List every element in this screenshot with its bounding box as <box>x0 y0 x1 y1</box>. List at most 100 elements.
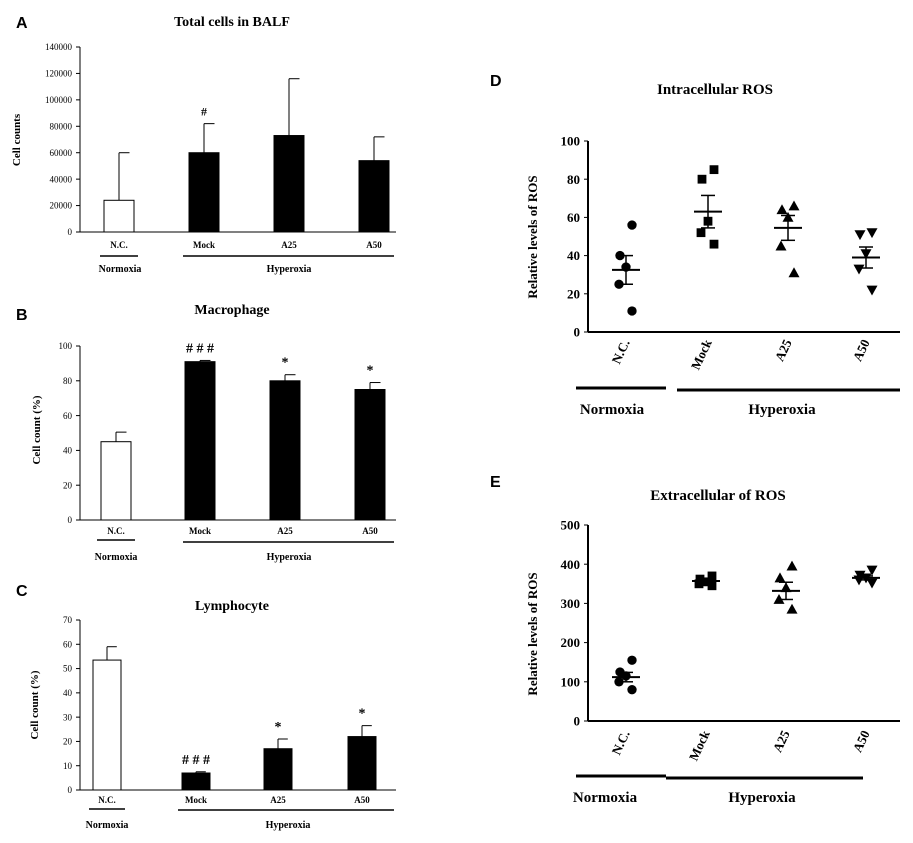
x-tick-label: N.C. <box>98 795 116 805</box>
x-tick-label: A25 <box>770 727 793 754</box>
data-point <box>709 165 719 175</box>
significance-marker: * <box>282 356 289 371</box>
x-tick-label: Mock <box>688 336 715 372</box>
y-tick-label: 60 <box>567 210 580 225</box>
x-tick-label: A50 <box>366 240 382 250</box>
y-tick-label: 20 <box>63 480 73 490</box>
data-point <box>696 228 706 238</box>
group-label: Hyperoxia <box>266 820 311 831</box>
x-tick-label: A50 <box>850 337 873 364</box>
panel-c: C Lymphocyte Cell count (%) 0 10 20 30 40 50 60 70… <box>16 583 396 831</box>
significance-marker: # # # <box>182 753 210 768</box>
data-point <box>707 571 717 581</box>
panel-a: A Total cells in BALF Cell counts 0 20000 400… <box>11 15 396 275</box>
x-tick-label: A25 <box>281 240 297 250</box>
panel-letter: E <box>490 474 501 491</box>
data-point <box>866 285 878 296</box>
group-label: Normoxia <box>99 264 142 275</box>
bar-a50 <box>347 736 377 791</box>
x-tick-label: A50 <box>850 728 873 755</box>
group-label: Normoxia <box>573 790 638 806</box>
group-label: Normoxia <box>86 820 129 831</box>
data-point <box>853 264 865 275</box>
y-tick-label: 40 <box>63 446 73 456</box>
group-label: Normoxia <box>95 552 138 563</box>
x-tick-label: N.C. <box>110 240 128 250</box>
y-tick-label: 30 <box>63 712 73 722</box>
bar-mock <box>188 152 220 233</box>
group-label: Hyperoxia <box>267 264 312 275</box>
data-point <box>707 581 717 591</box>
data-point <box>786 560 798 571</box>
y-axis-label: Relative levels of ROS <box>525 175 540 298</box>
chart-title: Extracellular of ROS <box>650 488 786 504</box>
x-tick-label: Mock <box>193 240 215 250</box>
bar-a50 <box>354 389 386 521</box>
y-tick-label: 20 <box>567 286 580 301</box>
x-tick-label: Mock <box>185 795 207 805</box>
data-point <box>788 267 800 278</box>
data-point <box>866 578 878 589</box>
data-point <box>775 240 787 251</box>
panel-letter: C <box>16 583 28 600</box>
x-tick-label: A25 <box>277 526 293 536</box>
group-label: Hyperoxia <box>748 402 816 418</box>
chart-title: Macrophage <box>194 303 269 318</box>
y-tick-label: 500 <box>561 518 581 533</box>
panel-letter: D <box>490 73 502 90</box>
bar-mock <box>184 361 216 521</box>
y-tick-label: 60 <box>63 639 73 649</box>
significance-marker: * <box>367 364 374 379</box>
y-tick-label: 20 <box>63 737 73 747</box>
data-point <box>627 306 637 316</box>
x-tick-label: Mock <box>189 526 211 536</box>
data-point <box>697 174 707 184</box>
y-tick-label: 40000 <box>50 174 73 184</box>
significance-marker: # # # <box>186 341 214 356</box>
panel-d: D Intracellular ROS Relative levels of ROS… <box>490 73 900 418</box>
y-tick-label: 300 <box>561 596 581 611</box>
panel-e: E Extracellular of ROS Relative levels of … <box>490 474 900 806</box>
x-tick-label: Mock <box>686 727 713 763</box>
bar-a50 <box>358 160 390 233</box>
y-tick-label: 0 <box>68 785 73 795</box>
chart-title: Total cells in BALF <box>174 15 290 30</box>
y-tick-label: 100000 <box>45 95 73 105</box>
y-tick-label: 50 <box>63 664 73 674</box>
y-tick-label: 100 <box>561 134 581 149</box>
y-tick-label: 100 <box>561 674 581 689</box>
y-axis-label: Relative levels of ROS <box>525 572 540 695</box>
data-point <box>854 230 866 241</box>
x-tick-label: A25 <box>270 795 286 805</box>
significance-marker: * <box>275 720 282 735</box>
y-axis-label: Cell counts <box>11 113 23 166</box>
bar-nc <box>103 199 135 233</box>
data-point <box>627 655 637 665</box>
chart-title: Intracellular ROS <box>657 82 773 98</box>
y-tick-label: 10 <box>63 761 73 771</box>
bar-nc <box>100 441 132 521</box>
significance-marker: # <box>201 105 207 119</box>
data-point <box>866 565 878 576</box>
y-tick-label: 80 <box>63 376 73 386</box>
y-axis-label: Cell count (%) <box>31 395 43 464</box>
panel-letter: A <box>16 15 28 32</box>
x-tick-label: A50 <box>354 795 370 805</box>
x-tick-label: N.C. <box>608 337 632 366</box>
x-tick-label: A25 <box>772 336 795 363</box>
chart-title: Lymphocyte <box>195 599 269 614</box>
group-label: Hyperoxia <box>728 790 796 806</box>
data-point <box>709 239 719 249</box>
y-tick-label: 40 <box>63 688 73 698</box>
y-tick-label: 140000 <box>45 42 73 52</box>
data-point <box>774 572 786 583</box>
y-tick-label: 70 <box>63 615 73 625</box>
data-point <box>627 684 637 695</box>
data-point <box>786 603 798 614</box>
y-tick-label: 200 <box>561 635 581 650</box>
data-point <box>866 228 878 239</box>
panel-letter: B <box>16 307 28 324</box>
data-point <box>788 200 800 211</box>
